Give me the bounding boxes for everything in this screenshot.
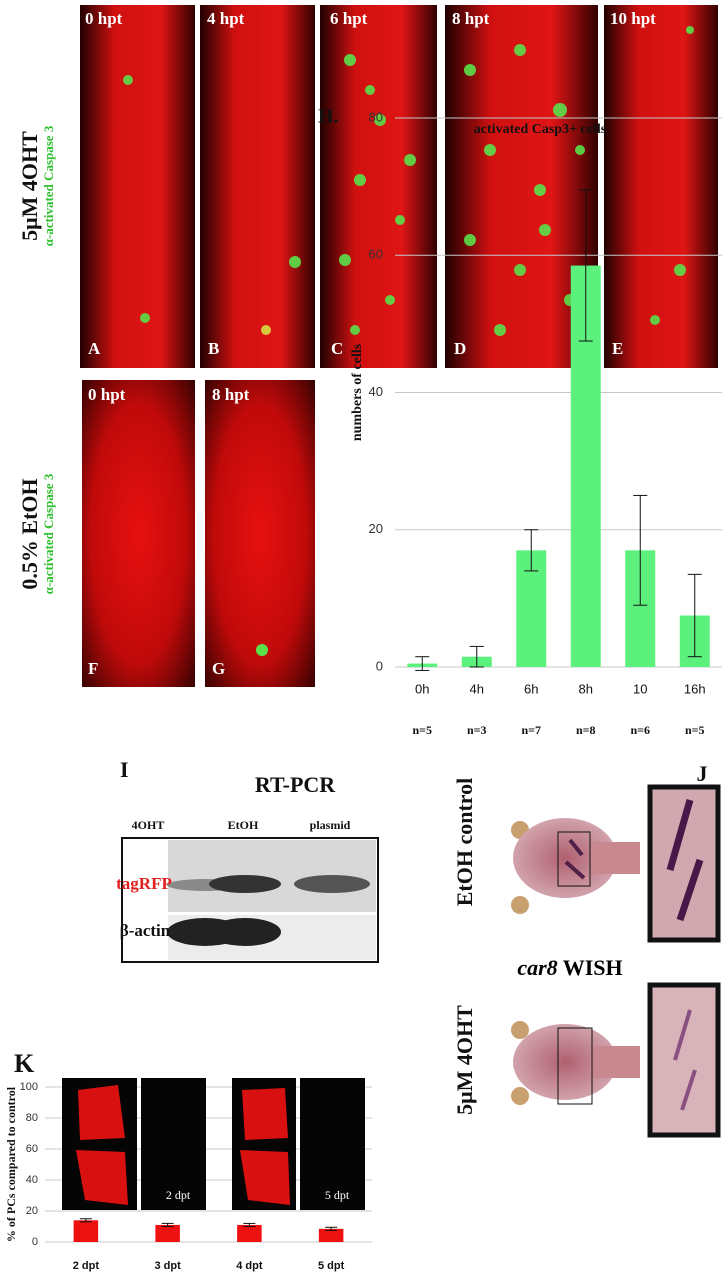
micrographs-row2 — [82, 380, 315, 687]
panel-letter: A — [88, 339, 101, 358]
panel-letter: H. — [318, 106, 339, 128]
panel-letter: D — [454, 339, 466, 358]
gene-label: tagRFP — [116, 874, 172, 893]
wish-panel: J EtOH control 5μM 4OHT car8 WISH — [452, 761, 721, 1138]
x-tick-label: 0h — [415, 681, 429, 696]
time-label: 8 hpt — [212, 385, 250, 404]
sample-size: n=5 — [412, 723, 432, 737]
x-tick-label: 8h — [579, 681, 593, 696]
assay-label: car8 WISH — [517, 955, 622, 980]
time-label: 6 hpt — [330, 9, 368, 28]
y-tick-label: 60 — [369, 247, 383, 262]
gel-panel: I RT-PCR 4OHT EtOH plasmid tagRFP β-acti… — [116, 757, 379, 963]
y-tick-label: 100 — [20, 1081, 38, 1093]
gel-title: RT-PCR — [255, 772, 336, 797]
y-tick-label: 20 — [369, 521, 383, 536]
panel-letter: J — [697, 761, 708, 786]
bar — [155, 1224, 180, 1242]
inset-label: 2 dpt — [166, 1188, 191, 1202]
x-tick-label: 16h — [684, 681, 706, 696]
y-tick-label: 80 — [26, 1112, 38, 1124]
y-tick-label: 40 — [26, 1174, 38, 1186]
sample-size: n=8 — [576, 723, 596, 737]
sample-size: n=6 — [630, 723, 650, 737]
sample-size: n=5 — [685, 723, 705, 737]
panel-letter: G — [212, 659, 225, 678]
time-label: 0 hpt — [88, 385, 126, 404]
y-tick-label: 20 — [26, 1205, 38, 1217]
chart-title: activated Casp3+ cells — [474, 122, 607, 137]
assay: WISH — [563, 955, 623, 980]
bar — [73, 1220, 99, 1242]
k-insets: 2 dpt 5 dpt — [62, 1078, 365, 1210]
sample-size: n=3 — [467, 723, 487, 737]
time-label: 10 hpt — [610, 9, 656, 28]
x-tick-label: 5 dpt — [318, 1260, 345, 1272]
row-label: EtOH control — [452, 778, 477, 907]
panel-letter: K — [14, 1049, 35, 1078]
time-label: 4 hpt — [207, 9, 245, 28]
panel-letter: I — [120, 757, 129, 782]
micrographs-row1 — [80, 5, 718, 368]
gene-label: β-actin — [120, 921, 171, 940]
y-axis-label: % of PCs compared to control — [4, 1086, 18, 1242]
stain-label: α-activated Caspase 3 — [41, 125, 56, 246]
time-label: 8 hpt — [452, 9, 490, 28]
y-tick-label: 80 — [369, 109, 383, 124]
inset-label: 5 dpt — [325, 1188, 350, 1202]
panel-letter: C — [331, 339, 343, 358]
charts: 0 20 40 60 80 H. activated Casp3+ cells numbers… — [4, 106, 722, 1272]
y-tick-label: 0 — [376, 658, 383, 673]
x-tick-label: 2 dpt — [73, 1260, 100, 1272]
panel-letter: B — [208, 339, 219, 358]
lane-label: plasmid — [310, 818, 351, 832]
probe: car8 — [517, 955, 557, 980]
treatment-label: 0.5% EtOH — [17, 478, 42, 589]
lane-label: EtOH — [228, 818, 259, 832]
panel-letter: F — [88, 659, 98, 678]
lane-label: 4OHT — [132, 818, 165, 832]
x-tick-label: 3 dpt — [154, 1260, 181, 1272]
panel-letter: E — [612, 339, 623, 358]
bar — [318, 1228, 344, 1242]
time-label: 0 hpt — [85, 9, 123, 28]
y-tick-label: 0 — [32, 1236, 38, 1248]
row-label: 5μM 4OHT — [452, 1005, 477, 1115]
treatment-label: 5μM 4OHT — [17, 131, 42, 241]
y-axis-label: numbers of cells — [350, 343, 365, 441]
bar — [237, 1224, 262, 1242]
x-tick-label: 10 — [633, 681, 647, 696]
sample-size: n=7 — [521, 723, 541, 737]
y-tick-label: 60 — [26, 1143, 38, 1155]
stain-label: α-activated Caspase 3 — [41, 473, 56, 594]
x-tick-label: 4 dpt — [236, 1260, 263, 1272]
y-tick-label: 40 — [369, 384, 383, 399]
x-tick-label: 4h — [470, 681, 484, 696]
x-tick-label: 6h — [524, 681, 538, 696]
